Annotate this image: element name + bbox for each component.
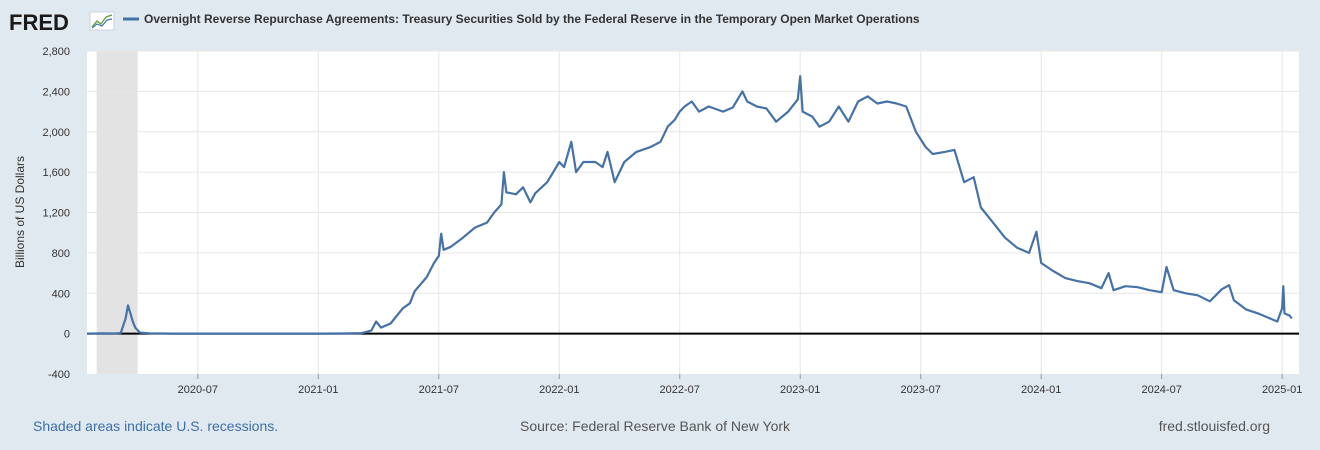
y-tick-label: 1,200 <box>42 208 70 220</box>
x-tick-label: 2025-01 <box>1262 384 1302 396</box>
y-tick-label: 2,000 <box>42 127 70 139</box>
fred-logo[interactable]: FRED <box>9 10 115 35</box>
fred-logo-chart-icon <box>89 11 115 31</box>
y-tick-label: 1,600 <box>42 167 70 179</box>
y-tick-label: 2,800 <box>42 46 70 58</box>
x-tick-label: 2024-01 <box>1021 384 1061 396</box>
source-note: Source: Federal Reserve Bank of New York <box>520 418 791 434</box>
series-line <box>86 75 1293 335</box>
y-tick-label: -400 <box>48 369 70 381</box>
x-tick-label: 2022-07 <box>660 384 700 396</box>
y-tick-label: 2,400 <box>42 86 70 98</box>
chart-title: Overnight Reverse Repurchase Agreements:… <box>144 12 920 26</box>
x-tick-label: 2024-07 <box>1141 384 1181 396</box>
x-tick-label: 2023-07 <box>901 384 941 396</box>
y-axis-label: Billions of US Dollars <box>13 156 27 268</box>
fred-logo-text: FRED <box>9 10 69 35</box>
y-tick-label: 400 <box>52 288 70 300</box>
site-link[interactable]: fred.stlouisfed.org <box>1158 418 1270 434</box>
x-tick-label: 2021-07 <box>419 384 459 396</box>
y-tick-label: 0 <box>64 329 70 341</box>
x-tick-label: 2022-01 <box>539 384 579 396</box>
x-tick-label: 2021-01 <box>298 384 338 396</box>
x-tick-label: 2023-01 <box>780 384 820 396</box>
recession-note: Shaded areas indicate U.S. recessions. <box>33 418 279 434</box>
x-tick-label: 2020-07 <box>178 384 218 396</box>
y-tick-label: 800 <box>52 248 70 260</box>
